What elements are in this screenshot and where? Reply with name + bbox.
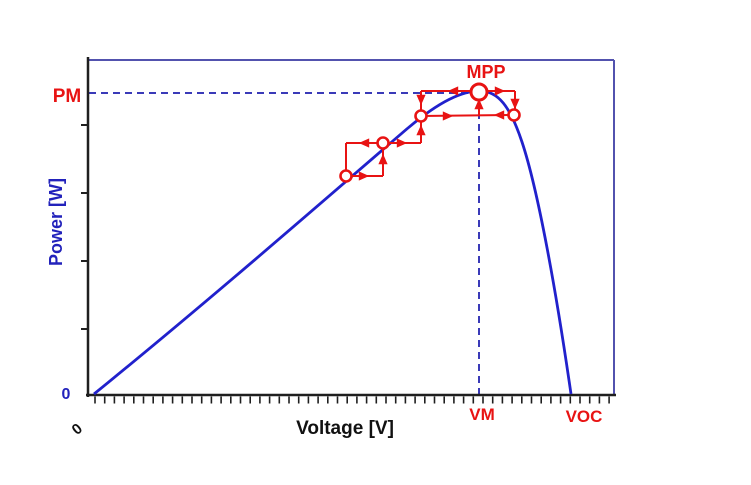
y-axis-title: Power [W]	[46, 178, 66, 266]
y-axis-zero-label: 0	[62, 386, 71, 403]
operating-point-marker	[414, 109, 428, 123]
po-arrow-right	[494, 86, 506, 96]
operating-point-marker	[507, 108, 521, 122]
po-arrow-right	[358, 171, 370, 181]
pm-axis-label: PM	[53, 86, 82, 107]
vm-axis-label: VM	[469, 405, 495, 424]
mpp-marker	[469, 82, 489, 102]
po-arrow-up	[474, 98, 484, 110]
mpp-label: MPP	[466, 62, 505, 82]
po-arrow-left	[447, 86, 459, 96]
x-axis-title: Voltage [V]	[296, 418, 394, 439]
po-arrow-up	[378, 153, 388, 165]
voc-axis-label: VOC	[566, 407, 603, 426]
po-arrow-right	[442, 111, 454, 121]
po-arrow-up	[416, 124, 426, 136]
po-arrow-down	[416, 94, 426, 106]
pv-curve	[93, 89, 573, 396]
operating-point-marker	[339, 169, 353, 183]
po-arrow-left	[493, 110, 505, 120]
operating-point-marker	[376, 136, 390, 150]
po-arrow-right	[396, 138, 408, 148]
po-arrow-left	[358, 138, 370, 148]
x-axis-zero-label: 0	[69, 420, 86, 438]
po-arrow-down	[510, 98, 520, 110]
